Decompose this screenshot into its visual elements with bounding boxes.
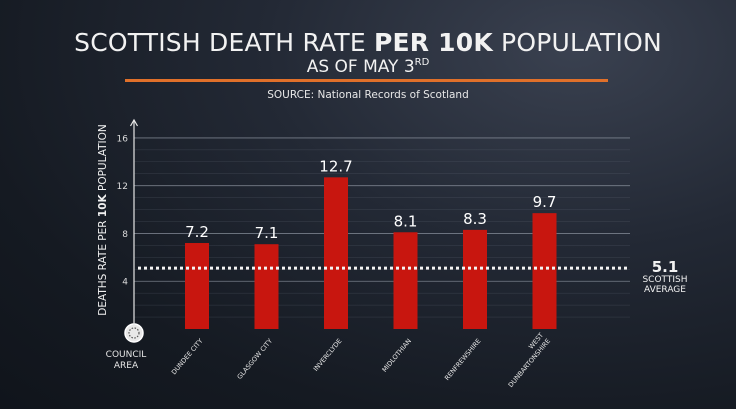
title-divider — [125, 79, 608, 82]
bar-value-label: 7.1 — [255, 224, 279, 242]
average-value: 5.1 — [651, 258, 679, 276]
x-tick-label-line: RENFREWSHIRE — [443, 337, 482, 382]
x-tick-label: MIDLOTHIAN — [380, 337, 413, 374]
x-tick-label: RENFREWSHIRE — [443, 337, 482, 382]
council-label-line-2: AREA — [113, 361, 139, 371]
bar-value-label: 9.7 — [533, 193, 557, 211]
bar-value-label: 8.3 — [463, 210, 487, 228]
average-label-line-2: AVERAGE — [644, 285, 686, 295]
bar — [185, 243, 209, 329]
council-label-line-1: COUNCIL — [105, 350, 147, 360]
bar — [532, 213, 557, 329]
y-tick-label: 16 — [117, 134, 129, 144]
x-tick-label: INVERCLYDE — [312, 337, 344, 373]
y-tick-label: 4 — [122, 278, 128, 288]
bar — [254, 244, 279, 329]
x-tick-label: DUNDEE CITY — [170, 337, 205, 376]
average-label-line-1: SCOTTISH — [642, 275, 688, 285]
bar — [463, 229, 487, 329]
chart-title: SCOTTISH DEATH RATE PER 10K POPULATION — [0, 28, 736, 57]
bar — [324, 177, 348, 329]
bar-value-label: 7.2 — [185, 223, 209, 241]
x-tick-label: GLASGOW CITY — [235, 337, 274, 381]
bar-value-label: 8.1 — [394, 212, 418, 230]
x-axis-corner-label: COUNCIL AREA — [96, 350, 156, 372]
bar — [393, 232, 418, 329]
x-tick-label-line: INVERCLYDE — [312, 337, 344, 373]
axis-origin-icon-inner — [128, 327, 140, 339]
bar-value-label: 12.7 — [319, 157, 352, 175]
title-bold-part: PER 10K — [373, 28, 493, 57]
x-tick-label-line: MIDLOTHIAN — [380, 337, 413, 374]
subtitle-superscript: RD — [414, 57, 430, 68]
source-note: SOURCE: National Records of Scotland — [267, 89, 469, 101]
title-part-1: SCOTTISH DEATH RATE — [74, 28, 374, 57]
chart-subtitle: AS OF MAY 3RD — [0, 57, 736, 77]
title-part-2: POPULATION — [492, 28, 662, 57]
y-tick-label: 8 — [122, 230, 128, 240]
x-tick-label-line: DUNDEE CITY — [170, 337, 205, 376]
y-tick-label: 12 — [117, 182, 128, 192]
subtitle-text: AS OF MAY 3 — [306, 57, 415, 77]
average-annotation: 5.1 SCOTTISH AVERAGE — [630, 259, 700, 295]
y-axis-arrow — [129, 118, 139, 127]
axis-origin-icon — [124, 323, 144, 343]
x-tick-label-line: GLASGOW CITY — [235, 337, 274, 381]
